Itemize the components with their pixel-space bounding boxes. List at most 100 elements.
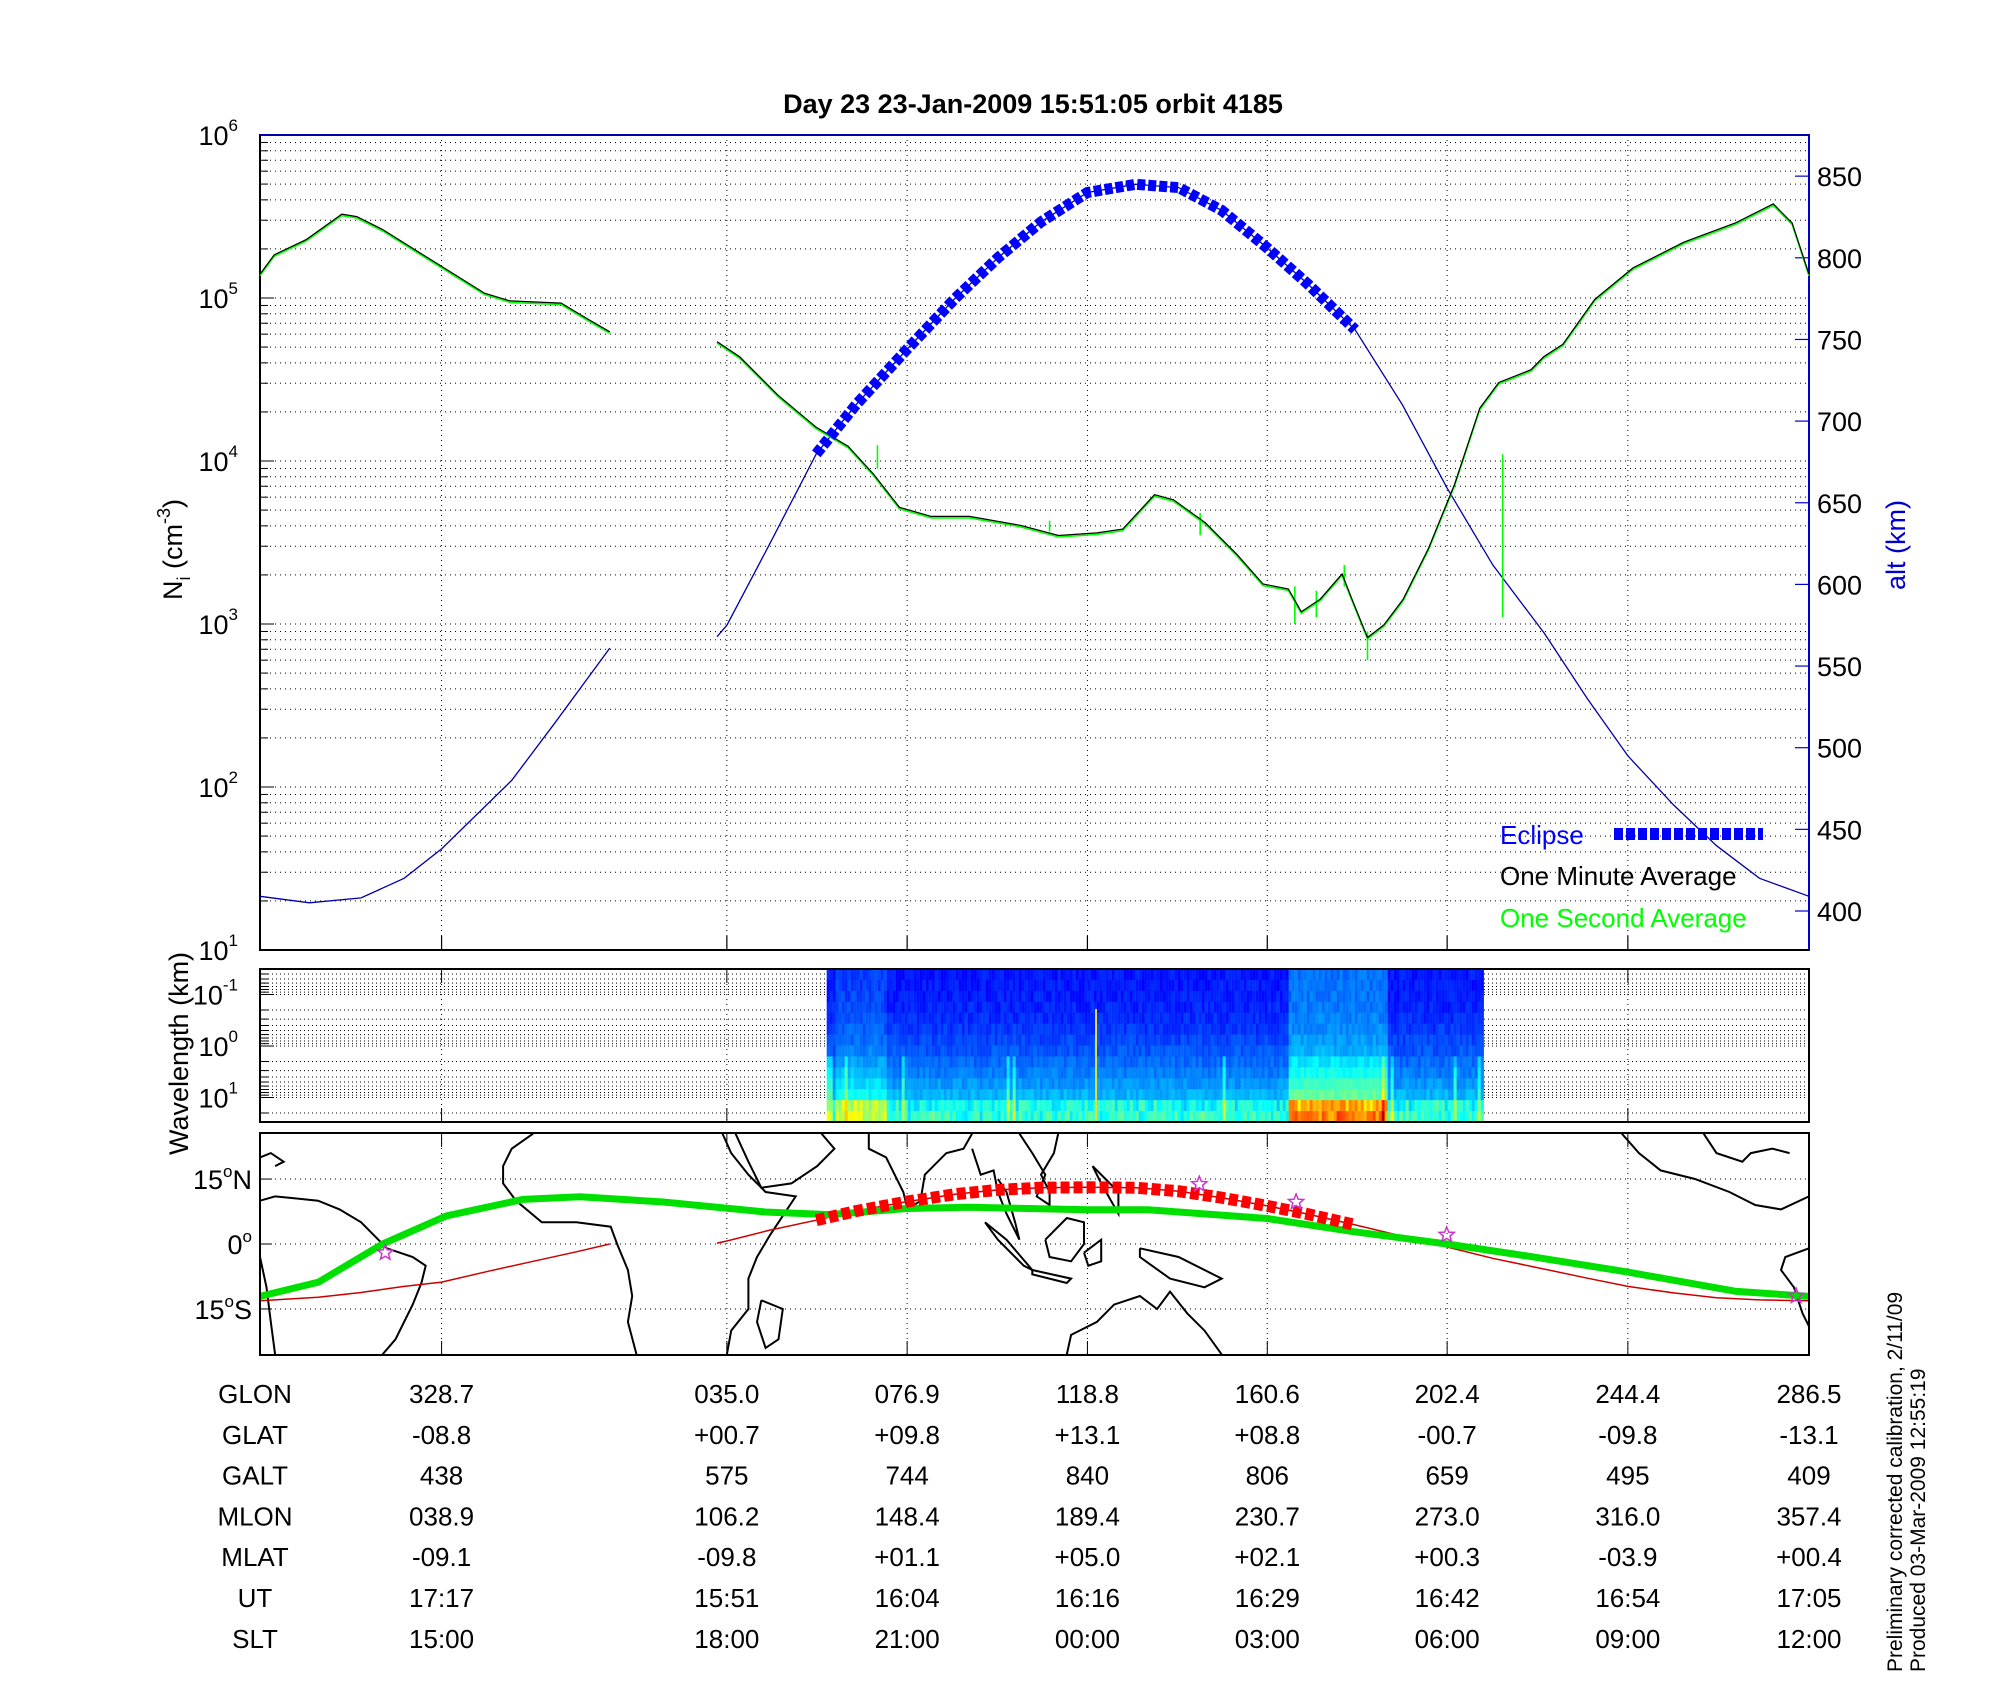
spectrogram-cell: [1153, 1078, 1157, 1090]
spectrogram-cell: [1102, 990, 1106, 1003]
y-tick-label: 104: [198, 442, 238, 477]
spectrogram-cell: [1117, 1089, 1121, 1101]
spectrogram-cell: [1411, 1078, 1415, 1090]
spectrogram-cell: [1426, 1111, 1430, 1123]
spectrogram-cell: [1309, 969, 1313, 981]
spectrogram-cell: [1147, 1111, 1151, 1123]
spectrogram-cell: [1141, 1045, 1145, 1057]
spectrogram-cell: [1033, 1023, 1037, 1035]
spectrogram-cell: [832, 1023, 836, 1035]
spectrogram-cell: [1249, 1045, 1253, 1057]
spectrogram-cell: [1159, 990, 1163, 1003]
spectrogram-cell: [1174, 1012, 1178, 1025]
spectrogram-cell: [1429, 1023, 1433, 1035]
spectrogram-cell: [1216, 1012, 1220, 1025]
spectrogram-cell: [1465, 1023, 1469, 1035]
legend-one-minute-label: One Minute Average: [1500, 861, 1737, 891]
spectrogram-cell: [1348, 1034, 1352, 1046]
spectrogram-cell: [1153, 1067, 1157, 1079]
spectrogram-cell: [979, 1056, 983, 1068]
spectrogram-cell: [1213, 1045, 1217, 1057]
spectrogram-cell: [1333, 1078, 1337, 1090]
spectrogram-cell: [916, 1034, 920, 1046]
spectrogram-cell: [1021, 1100, 1025, 1112]
spectrogram-cell: [991, 990, 995, 1003]
spectrogram-cell: [1081, 1012, 1085, 1025]
spectrogram-cell: [1225, 1089, 1229, 1101]
spectrogram-cell: [1381, 1067, 1385, 1079]
spectrogram-cell: [1396, 1111, 1400, 1123]
spectrogram-cell: [1282, 1056, 1286, 1068]
spectrogram-cell: [1477, 1001, 1481, 1014]
spectrogram-cell: [1099, 1045, 1103, 1057]
spectrogram-cell: [1168, 1111, 1172, 1123]
spectrogram-cell: [1306, 1089, 1310, 1101]
spectrogram-cell: [1270, 1034, 1274, 1046]
spectrogram-cell: [1342, 990, 1346, 1003]
spectrogram-cell: [928, 1056, 932, 1068]
spectrogram-cell: [850, 1111, 854, 1123]
spectrogram-cell: [1372, 990, 1376, 1003]
spectrogram-cell: [1120, 990, 1124, 1003]
spectrogram-cell: [1474, 1045, 1478, 1057]
spectrogram-cell: [1045, 1100, 1049, 1112]
spectrogram-cell: [1189, 1034, 1193, 1046]
spectrogram-cell: [874, 1067, 878, 1079]
spectrogram-cell: [916, 1089, 920, 1101]
spectrogram-cell: [877, 1034, 881, 1046]
spectrogram-cell: [1300, 1045, 1304, 1057]
spectrogram-cell: [838, 1001, 842, 1014]
spectrogram-cell: [1243, 1100, 1247, 1112]
spectrogram-cell: [1408, 1023, 1412, 1035]
spectrogram-cell: [1231, 1012, 1235, 1025]
spectrogram-cell: [904, 969, 908, 981]
spectrogram-cell: [1273, 1089, 1277, 1101]
spectrogram-cell: [931, 1111, 935, 1123]
spectrogram-cell: [1051, 1045, 1055, 1057]
spectrogram-cell: [946, 1001, 950, 1014]
spectrogram-cell: [1393, 1001, 1397, 1014]
spectrogram-cell: [1354, 1034, 1358, 1046]
spectrogram-cell: [1144, 1012, 1148, 1025]
spectrogram-cell: [1480, 1001, 1484, 1014]
spectrogram-cell: [1252, 1100, 1256, 1112]
spectrogram-cell: [1450, 1111, 1454, 1123]
spectrogram-cell: [1039, 1089, 1043, 1101]
spectrogram-cell: [1387, 990, 1391, 1003]
map-lat-label: 15oN: [193, 1162, 252, 1195]
spectrogram-cell: [904, 1067, 908, 1079]
spectrogram-cell: [913, 969, 917, 981]
spectrogram-cell: [1255, 1089, 1259, 1101]
table-cell: +01.1: [874, 1542, 940, 1572]
spectrogram-cell: [1237, 990, 1241, 1003]
spectrogram-cell: [1090, 1012, 1094, 1025]
spectrogram-cell: [1063, 1078, 1067, 1090]
spectrogram-cell: [1447, 1023, 1451, 1035]
spectrogram-cell: [1078, 990, 1082, 1003]
spectrogram-cell: [985, 1067, 989, 1079]
spectrogram-cell: [1441, 1100, 1445, 1112]
spectrogram-cell: [1387, 1012, 1391, 1025]
spectrogram-cell: [1153, 1045, 1157, 1057]
spectrogram-cell: [832, 969, 836, 981]
spectrogram-cell: [877, 990, 881, 1003]
spectrogram-cell: [1447, 969, 1451, 981]
spectrogram-cell: [1369, 1100, 1373, 1112]
spectrogram-cell: [1159, 1089, 1163, 1101]
spectrogram-cell: [901, 1012, 905, 1025]
spectrogram-cell: [847, 990, 851, 1003]
spectrogram-cell: [1066, 1078, 1070, 1090]
spectrogram-cell: [928, 1023, 932, 1035]
table-cell: +00.3: [1414, 1542, 1480, 1572]
spectrogram-cell: [877, 1012, 881, 1025]
spectrogram-cell: [916, 979, 920, 992]
spectrogram-cell: [973, 979, 977, 992]
spectrogram-cell: [1015, 979, 1019, 992]
spectrogram-cell: [898, 1067, 902, 1079]
spectrogram-cell: [1207, 1001, 1211, 1014]
spectrogram-cell: [1354, 979, 1358, 992]
spectrogram-cell: [1288, 1023, 1292, 1035]
spectrogram-cell: [1393, 1034, 1397, 1046]
spectrogram-cell: [1168, 1056, 1172, 1068]
tick-base: 10: [198, 773, 228, 803]
